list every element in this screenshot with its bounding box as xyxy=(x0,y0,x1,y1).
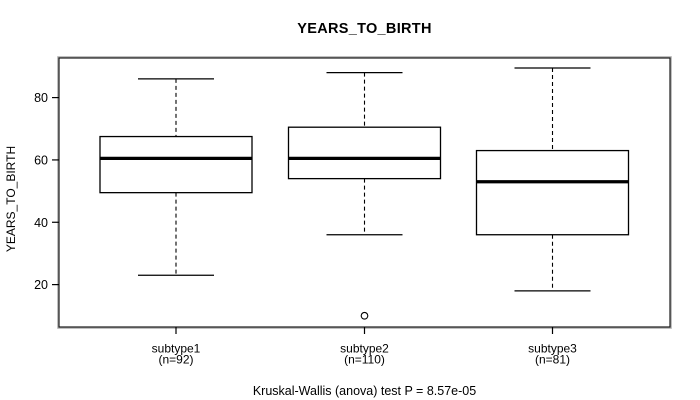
x-category-label: subtype3 xyxy=(528,342,577,356)
x-category-label: subtype1 xyxy=(152,342,201,356)
box-iqr xyxy=(287,126,442,180)
stat-test-caption: Kruskal-Wallis (anova) test P = 8.57e-05 xyxy=(252,384,477,398)
chart-title: YEARS_TO_BIRTH xyxy=(297,21,432,37)
x-category-label: subtype2 xyxy=(340,342,389,356)
y-tick-label: 80 xyxy=(34,91,48,105)
y-tick-label: 40 xyxy=(34,216,48,230)
y-tick-label: 20 xyxy=(34,278,48,292)
outlier-point xyxy=(360,311,369,320)
x-category-sublabel: (n=92) xyxy=(158,353,193,367)
box-iqr xyxy=(99,135,253,194)
x-category-sublabel: (n=110) xyxy=(344,353,385,367)
x-category-sublabel: (n=81) xyxy=(535,353,570,367)
box-iqr xyxy=(475,149,630,236)
y-tick-label: 60 xyxy=(34,153,48,167)
